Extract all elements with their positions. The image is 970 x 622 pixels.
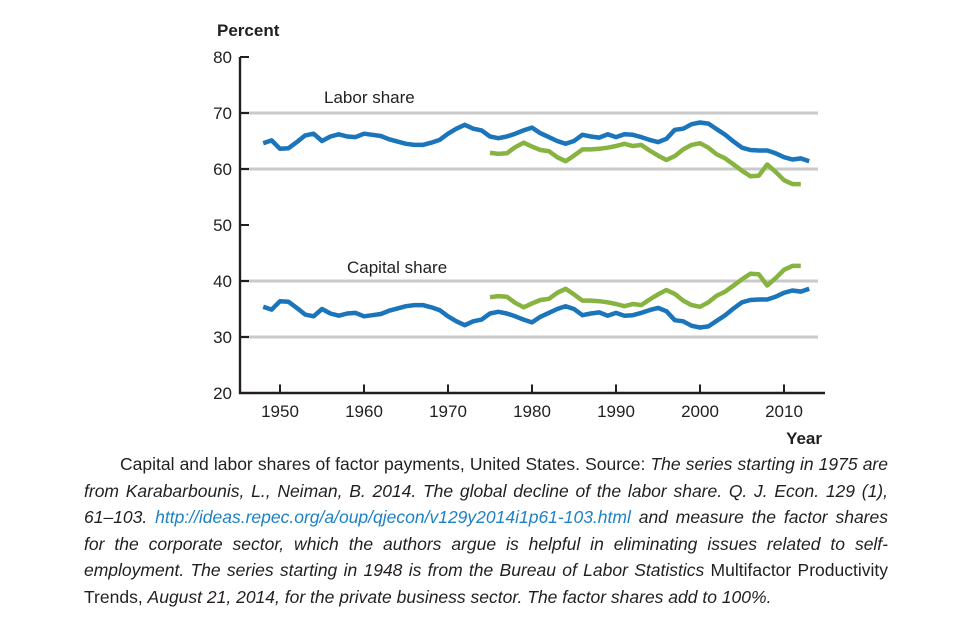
x-axis-title: Year — [786, 429, 822, 448]
x-tick-label: 2000 — [681, 402, 719, 421]
factor-shares-chart: 80 70 60 50 40 30 20 1950 1960 1970 1980 1990 2000 20… — [213, 48, 825, 421]
y-tick-label: 30 — [213, 328, 232, 347]
x-tick-label: 1980 — [513, 402, 551, 421]
labor-share-1948-series — [262, 120, 810, 164]
y-tick-label: 60 — [213, 160, 232, 179]
caption-text-italic: and measure the factor shares for the co… — [84, 507, 888, 580]
y-axis-title: Percent — [217, 21, 280, 40]
capital-share-1948-series — [262, 286, 810, 330]
x-tick-label: 2010 — [765, 402, 803, 421]
caption-url-link[interactable]: http://ideas.repec.org/a/oup/qjecon/v129… — [155, 507, 631, 527]
y-tick-label: 40 — [213, 272, 232, 291]
caption-text-italic: The series starting in 1975 are from Kar… — [84, 454, 888, 527]
labor-share-annotation: Labor share — [324, 88, 415, 107]
x-tick-label: 1990 — [597, 402, 635, 421]
capital-share-1975-series — [489, 263, 801, 310]
x-tick-label: 1950 — [261, 402, 299, 421]
caption-text-roman: Capital and labor shares of factor payme… — [120, 454, 651, 474]
caption-text-roman: Multifactor Productivity Trends, — [84, 560, 888, 607]
y-tick-label: 20 — [213, 384, 232, 403]
capital-share-annotation: Capital share — [347, 258, 448, 277]
y-tick-label: 80 — [213, 48, 232, 67]
x-tick-label: 1960 — [345, 402, 383, 421]
caption-text-italic: August 21, 2014, for the private busines… — [147, 586, 772, 607]
chart-area: 80 70 60 50 40 30 20 1950 1960 1970 1980 1990 2000 20… — [213, 21, 825, 448]
labor-share-1975-series — [489, 140, 801, 187]
x-tick-label: 1970 — [429, 402, 467, 421]
y-tick-label: 50 — [213, 216, 232, 235]
y-tick-label: 70 — [213, 104, 232, 123]
figure-caption: Capital and labor shares of factor payme… — [84, 451, 888, 610]
